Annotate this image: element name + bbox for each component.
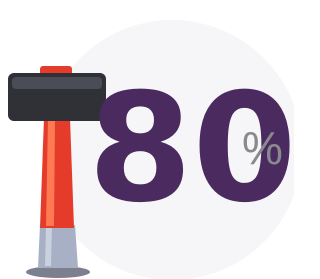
page: 80 % (() => { const data = JSON.parse(do… bbox=[0, 0, 320, 279]
hammer-handle bbox=[40, 118, 74, 228]
stat-unit: % bbox=[242, 122, 283, 174]
hammer-grip bbox=[38, 225, 78, 268]
stat-graphic: 80 % bbox=[0, 0, 294, 279]
hammer-grip-highlight bbox=[45, 225, 52, 266]
